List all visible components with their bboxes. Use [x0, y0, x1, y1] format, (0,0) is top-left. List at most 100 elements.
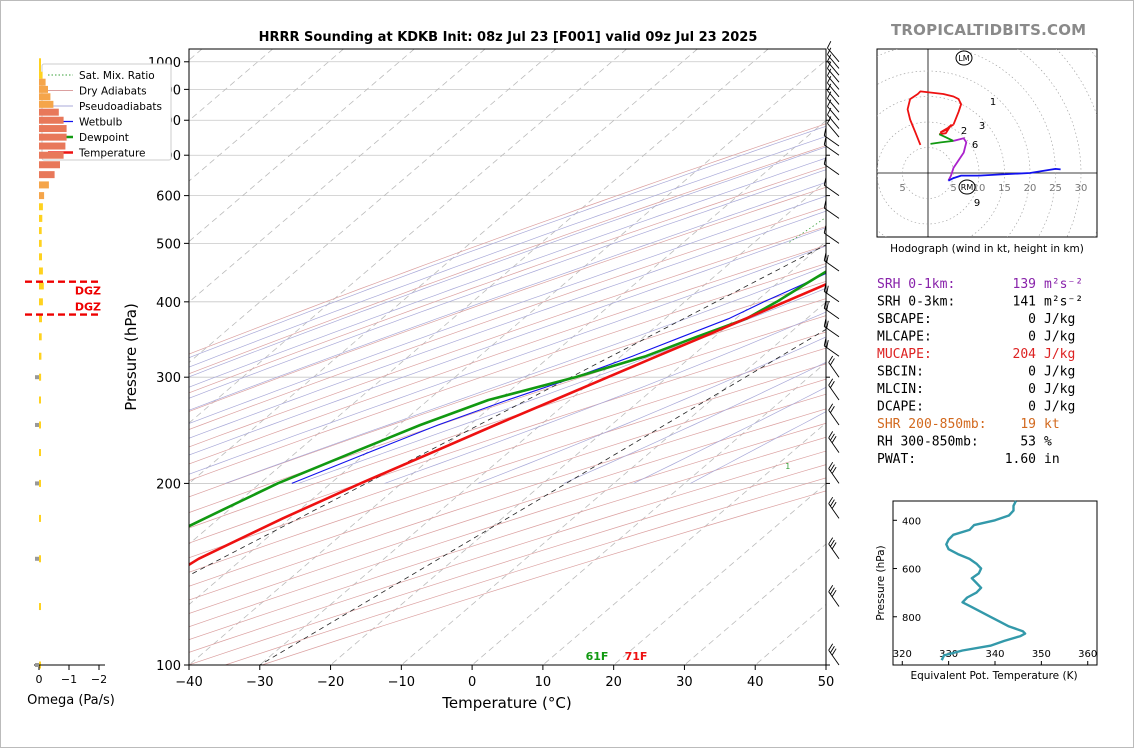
wind-barb	[823, 128, 840, 147]
sounding-indices: SRH 0-1km: 139 m²s⁻² SRH 0-3km: 141 m²s⁻² SBCA…	[877, 277, 1083, 467]
pseudoadiabat	[189, 210, 826, 439]
wind-barb	[827, 107, 840, 129]
hodo-axis-label: 25	[1049, 183, 1062, 194]
x-tick-label: −30	[246, 675, 273, 690]
hodo-marker	[958, 179, 976, 195]
legend-label: Dry Adiabats	[79, 86, 147, 98]
index-row: RH 300-850mb: 53%	[877, 435, 1052, 450]
barb-flag	[827, 68, 832, 76]
omega-bar	[39, 333, 42, 341]
theta-e-x-tick-label: 350	[1032, 649, 1051, 660]
barb-flag	[827, 47, 832, 55]
omega-marker	[35, 375, 39, 380]
dry-adiabat	[189, 206, 826, 430]
index-value: 0	[1028, 400, 1036, 415]
wind-barb	[827, 83, 840, 105]
mixing-ratio-label: 24	[1076, 462, 1086, 471]
index-row: SRH 0-3km: 141 m²s⁻²	[877, 295, 1083, 310]
barb-flag	[831, 501, 837, 509]
barb-flag	[831, 542, 837, 550]
index-row: MLCIN: 0 J/kg	[877, 382, 1075, 397]
index-label: MLCIN:	[877, 382, 924, 397]
omega-bar	[39, 514, 41, 522]
index-label: SRH 0-1km:	[877, 277, 955, 292]
pseudoadiabat	[477, 336, 826, 484]
wind-barb	[823, 200, 840, 219]
mixing-ratio-label: 1	[785, 462, 790, 471]
wind-barb	[823, 283, 840, 303]
wind-barb	[823, 318, 840, 338]
index-row: SRH 0-1km: 139 m²s⁻²	[877, 277, 1083, 292]
barb-flag	[823, 338, 827, 346]
barb-flag	[826, 285, 829, 294]
barb-flag	[830, 358, 835, 366]
index-unit: m²s⁻²	[1044, 295, 1083, 310]
y-axis-label: Pressure (hPa)	[122, 303, 140, 411]
index-label: MLCAPE:	[877, 330, 932, 345]
dry-adiabat	[189, 123, 826, 355]
wind-barb	[827, 47, 840, 69]
pseudoadiabat	[189, 195, 826, 424]
barb-flag	[823, 283, 827, 292]
theta-e-x-tick-label: 360	[1078, 649, 1097, 660]
wind-barb	[828, 643, 840, 666]
x-tick-label: 0	[468, 675, 476, 690]
omega-bar	[39, 142, 66, 150]
index-row: PWAT: 1.60 in	[877, 452, 1060, 467]
barb-flag	[823, 177, 827, 186]
dry-adiabat	[189, 166, 826, 394]
barb-flag	[823, 137, 827, 145]
omega-marker	[35, 663, 39, 667]
omega-tick-label: −2	[91, 673, 107, 686]
barb-staff	[827, 47, 840, 63]
barb-staff	[827, 106, 840, 121]
hodo-ring	[877, 49, 1056, 237]
index-unit: %	[1044, 435, 1052, 450]
wind-barb	[828, 461, 840, 484]
index-value: 53	[1020, 435, 1036, 450]
barb-staff	[827, 114, 840, 129]
dry-adiabat	[189, 408, 826, 614]
skew-t-frame	[188, 48, 827, 666]
barb-staff	[823, 135, 840, 147]
index-value: 139	[1013, 277, 1036, 292]
omega-bar	[39, 85, 48, 93]
index-value: 0	[1028, 382, 1036, 397]
dry-adiabat	[189, 244, 826, 465]
barb-flag	[826, 302, 829, 311]
isotherm	[189, 49, 769, 545]
brand-watermark: TROPICALTIDBITS.COM	[891, 21, 1087, 39]
omega-bar	[39, 239, 42, 247]
omega-bar	[39, 71, 43, 79]
omega-bar	[39, 373, 42, 381]
dry-adiabat	[189, 298, 826, 513]
barb-flag	[827, 99, 832, 107]
isotherm	[613, 482, 826, 665]
omega-bar	[39, 449, 41, 457]
barb-flag	[831, 648, 837, 656]
omega-marker	[35, 481, 39, 486]
barb-flag	[830, 381, 835, 388]
x-tick-label: 10	[535, 675, 552, 690]
barb-flag	[828, 585, 834, 592]
barb-flag	[828, 378, 834, 386]
barb-flag	[830, 499, 835, 507]
barb-flag	[831, 589, 837, 597]
mixing-ratio-label: 36	[1120, 462, 1130, 471]
pseudoadiabat	[189, 245, 826, 475]
hodo-height-label: 3	[979, 121, 985, 132]
hodograph: 5 5 10 15 20 25 30 1 2 36 9 LM RM Hodograph (wind i…	[876, 48, 1098, 255]
barb-staff	[823, 260, 840, 272]
barb-flag	[830, 433, 835, 441]
barb-staff	[823, 144, 840, 156]
index-value: 19	[1020, 417, 1036, 432]
omega-bar	[39, 58, 41, 66]
wind-barb	[828, 431, 840, 453]
omega-bar	[39, 161, 60, 169]
temperature-line	[189, 282, 826, 567]
index-row: MLCAPE: 0 J/kg	[877, 330, 1075, 345]
omega-bar	[39, 203, 43, 211]
omega-bar	[39, 151, 64, 159]
barb-staff	[827, 123, 840, 138]
